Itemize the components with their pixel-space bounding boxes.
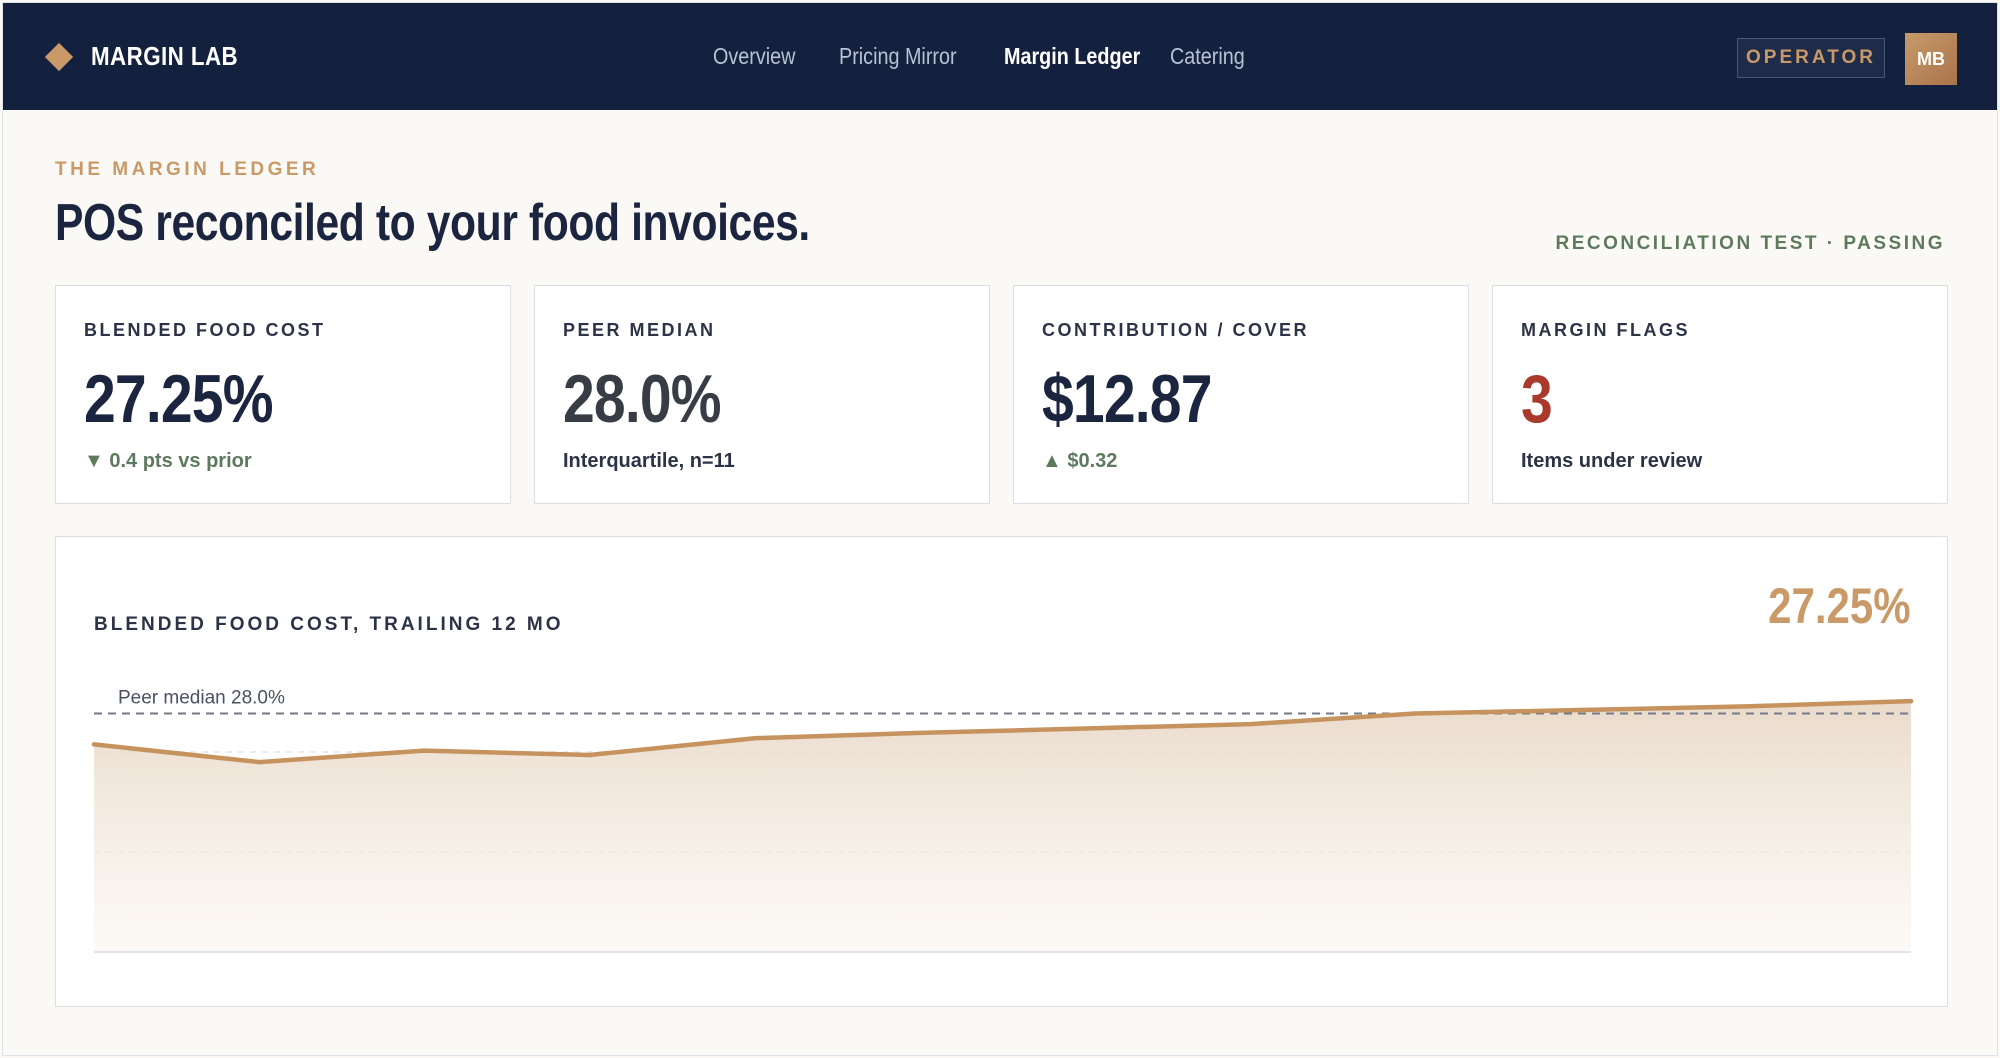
data-point	[1578, 707, 1583, 713]
data-point	[752, 736, 757, 741]
role-badge[interactable]: OPERATOR	[1737, 38, 1885, 78]
page-title: POS reconciled to your food invoices.	[55, 194, 810, 252]
nav-link-margin-ledger[interactable]: Margin Ledger	[1004, 43, 1141, 69]
kpi-delta: ▲ $0.32	[1042, 450, 1118, 472]
kpi-subtext: Interquartile, n=11	[563, 450, 735, 472]
reconciliation-status: RECONCILIATION TEST · PASSING	[1555, 233, 1945, 254]
kpi-card-margin-flags[interactable]: MARGIN FLAGS 3 Items under review	[1492, 285, 1948, 504]
food-cost-chart-card: BLENDED FOOD COST, TRAILING 12 MO 27.25%…	[55, 536, 1948, 1007]
kpi-label: MARGIN FLAGS	[1521, 320, 1690, 340]
kpi-card-blended-food-cost: BLENDED FOOD COST 27.25% ▼ 0.4 pts vs pr…	[55, 285, 511, 504]
brand-name: MARGIN LAB	[91, 41, 239, 71]
data-point	[422, 748, 427, 753]
page-eyebrow: THE MARGIN LEDGER	[55, 159, 320, 180]
brand[interactable]: MARGIN LAB	[44, 41, 262, 72]
kpi-value: 27.25%	[84, 361, 274, 437]
kpi-value: $12.87	[1042, 361, 1213, 437]
kpi-value: 3	[1521, 361, 1553, 437]
data-point	[1413, 711, 1418, 716]
kpi-label: CONTRIBUTION / COVER	[1042, 320, 1310, 340]
top-nav: MARGIN LAB Overview Pricing Mirror Margi…	[3, 3, 1997, 110]
data-point	[256, 759, 262, 765]
data-point	[1908, 698, 1914, 704]
chart-title: BLENDED FOOD COST, TRAILING 12 MO	[94, 614, 564, 635]
nav-link-catering[interactable]: Catering	[1170, 43, 1245, 69]
chart-latest-value: 27.25%	[1768, 578, 1911, 634]
kpi-delta: ▼ 0.4 pts vs prior	[84, 450, 252, 472]
avatar[interactable]: MB	[1905, 33, 1957, 85]
data-point	[587, 752, 592, 758]
nav-link-pricing-mirror[interactable]: Pricing Mirror	[839, 43, 957, 69]
data-point	[917, 730, 923, 736]
kpi-subtext: Items under review	[1521, 450, 1703, 472]
nav-links: Overview Pricing Mirror Margin Ledger Ca…	[3, 43, 1997, 73]
data-point	[1743, 704, 1749, 709]
data-point	[1082, 726, 1088, 731]
food-cost-chart: Peer median 28.0%	[91, 688, 1914, 953]
series-line	[91, 698, 1914, 765]
data-points	[91, 698, 1914, 765]
data-point	[1248, 721, 1253, 727]
nav-link-overview[interactable]: Overview	[713, 43, 796, 69]
kpi-label: PEER MEDIAN	[563, 320, 716, 340]
kpi-card-contribution-cover: CONTRIBUTION / COVER $12.87 ▲ $0.32	[1013, 285, 1469, 504]
data-point	[91, 742, 97, 747]
peer-median-label: Peer median 28.0%	[118, 688, 285, 709]
kpi-value: 28.0%	[563, 361, 722, 437]
kpi-label: BLENDED FOOD COST	[84, 320, 326, 340]
area-fill	[94, 701, 1911, 952]
kpi-card-peer-median: PEER MEDIAN 28.0% Interquartile, n=11	[534, 285, 990, 504]
